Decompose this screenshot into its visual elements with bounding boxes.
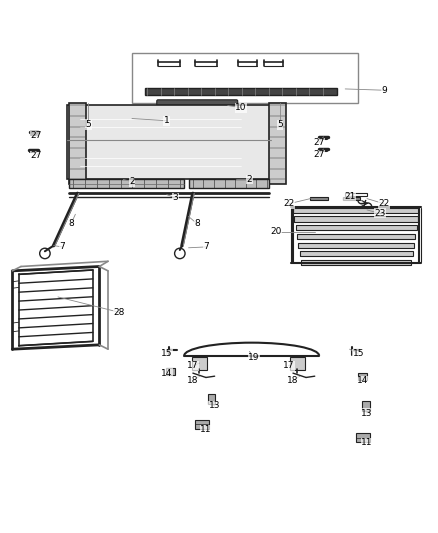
Text: 27: 27 xyxy=(31,151,42,160)
FancyBboxPatch shape xyxy=(166,368,175,375)
Text: 5: 5 xyxy=(85,120,91,129)
FancyBboxPatch shape xyxy=(208,394,215,404)
Text: 23: 23 xyxy=(374,209,386,218)
FancyBboxPatch shape xyxy=(356,433,370,442)
FancyBboxPatch shape xyxy=(192,357,207,370)
Text: 2: 2 xyxy=(129,177,135,186)
Text: 2: 2 xyxy=(247,175,252,184)
Text: 22: 22 xyxy=(283,199,294,208)
FancyBboxPatch shape xyxy=(132,53,358,103)
Polygon shape xyxy=(188,180,269,188)
Text: 11: 11 xyxy=(361,438,373,447)
Polygon shape xyxy=(67,106,271,180)
Polygon shape xyxy=(300,251,413,256)
Text: 14: 14 xyxy=(357,376,368,385)
Text: 27: 27 xyxy=(314,138,325,147)
FancyBboxPatch shape xyxy=(290,357,305,370)
Text: 9: 9 xyxy=(381,86,387,95)
Text: 10: 10 xyxy=(235,103,247,112)
FancyBboxPatch shape xyxy=(157,100,238,108)
Polygon shape xyxy=(298,243,414,248)
Text: 27: 27 xyxy=(314,150,325,159)
Polygon shape xyxy=(311,197,328,200)
Text: 27: 27 xyxy=(31,132,42,140)
Text: 15: 15 xyxy=(353,349,364,358)
Text: 7: 7 xyxy=(203,243,209,252)
Text: 13: 13 xyxy=(361,409,373,418)
Polygon shape xyxy=(293,208,419,213)
Text: 7: 7 xyxy=(60,243,65,252)
Text: 20: 20 xyxy=(270,227,281,236)
Text: 3: 3 xyxy=(173,193,178,202)
Text: 1: 1 xyxy=(164,116,170,125)
Text: 28: 28 xyxy=(113,308,124,317)
Polygon shape xyxy=(145,88,336,94)
Polygon shape xyxy=(301,260,411,265)
Text: 15: 15 xyxy=(161,349,173,358)
Text: 17: 17 xyxy=(283,361,294,370)
Polygon shape xyxy=(69,103,86,184)
FancyBboxPatch shape xyxy=(362,401,370,410)
Text: 13: 13 xyxy=(209,401,220,410)
Polygon shape xyxy=(297,234,415,239)
Polygon shape xyxy=(69,180,184,188)
Polygon shape xyxy=(296,225,417,230)
Text: 14: 14 xyxy=(161,369,173,377)
Text: 8: 8 xyxy=(68,220,74,228)
Text: 18: 18 xyxy=(187,376,199,385)
FancyBboxPatch shape xyxy=(194,420,208,429)
FancyBboxPatch shape xyxy=(358,373,367,380)
Polygon shape xyxy=(343,197,360,200)
Polygon shape xyxy=(294,216,418,222)
Text: 19: 19 xyxy=(248,353,260,362)
Text: 21: 21 xyxy=(344,192,355,201)
Text: 8: 8 xyxy=(194,220,200,228)
Text: 11: 11 xyxy=(200,425,212,434)
Text: 22: 22 xyxy=(379,199,390,208)
Text: 17: 17 xyxy=(187,361,199,370)
Text: 18: 18 xyxy=(287,376,299,385)
Text: 5: 5 xyxy=(277,120,283,129)
Polygon shape xyxy=(269,103,286,184)
